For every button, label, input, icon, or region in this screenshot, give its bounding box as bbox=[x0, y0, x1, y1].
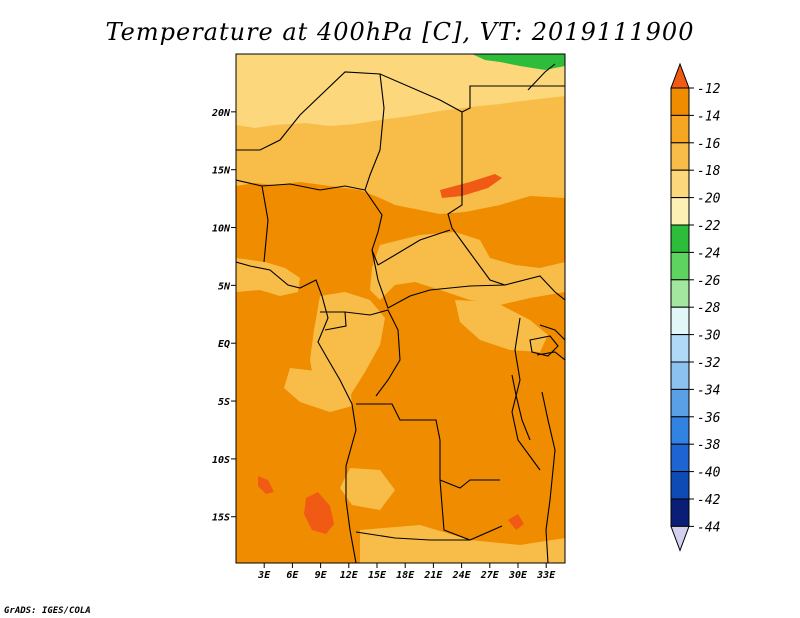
grads-credit: GrADS: IGES/COLA bbox=[4, 606, 91, 616]
lon-tick-label: 24E bbox=[452, 570, 472, 581]
colorbar-swatch bbox=[670, 251, 690, 281]
colorbar-label: -42 bbox=[697, 493, 721, 508]
colorbar-swatch bbox=[670, 471, 690, 500]
lon-tick-label: 9E bbox=[315, 570, 328, 581]
lon-tick-label: 18E bbox=[396, 570, 415, 581]
colorbar-swatch bbox=[670, 334, 690, 363]
colorbar-label: -20 bbox=[697, 192, 721, 207]
colorbar-swatch bbox=[670, 197, 690, 226]
colorbar-swatch bbox=[670, 224, 690, 253]
border-chad-sudan bbox=[379, 73, 565, 301]
colorbar-label: -28 bbox=[697, 301, 721, 316]
border-sahara bbox=[236, 71, 385, 266]
colorbar-label: -18 bbox=[697, 164, 721, 179]
colorbar-swatch bbox=[670, 416, 690, 445]
lon-tick-label: 27E bbox=[480, 570, 500, 581]
longitude-axis: 3E 6E 9E 12E 15E 18E 21E 24E 27E 30E 33E bbox=[257, 563, 556, 581]
border-car bbox=[371, 229, 506, 309]
nile-red-sea bbox=[527, 63, 556, 91]
latitude-axis: 20N 15N 10N 5N EQ 5S 10S 15S bbox=[211, 108, 236, 524]
field-warm-patch-south bbox=[304, 492, 334, 534]
border-cameroon-gabon bbox=[320, 309, 401, 397]
country-borders bbox=[236, 63, 565, 563]
lon-tick-label: 15E bbox=[368, 570, 387, 581]
lat-tick-label: 10S bbox=[212, 455, 230, 466]
border-east-lakes bbox=[536, 324, 565, 563]
border-zambia-south bbox=[355, 531, 470, 541]
colorbar-top-triangle bbox=[670, 62, 690, 89]
colorbar-swatch bbox=[670, 142, 690, 171]
colorbar: -12 -14 -16 -18 -20 -22 -24 -26 -28 -30 -32 -34 -36 -… bbox=[670, 62, 721, 552]
colorbar-swatch bbox=[670, 388, 690, 418]
colorbar-swatch bbox=[670, 443, 690, 473]
border-nigeria bbox=[236, 179, 366, 263]
colorbar-label: -32 bbox=[697, 356, 721, 371]
lat-tick-label: 5S bbox=[218, 397, 230, 408]
colorbar-label: -30 bbox=[697, 329, 721, 344]
lat-tick-label: 20N bbox=[211, 108, 231, 119]
lon-tick-label: 33E bbox=[536, 570, 556, 581]
lon-tick-label: 12E bbox=[340, 570, 359, 581]
colorbar-swatch bbox=[670, 306, 690, 336]
colorbar-label: -16 bbox=[697, 137, 721, 152]
colorbar-label: -22 bbox=[697, 219, 721, 234]
coastline-west bbox=[236, 261, 357, 563]
border-egypt bbox=[461, 85, 565, 113]
border-angola bbox=[356, 403, 503, 541]
lat-tick-label: 15N bbox=[212, 166, 231, 177]
colorbar-label: -34 bbox=[697, 383, 720, 398]
field-southwest-light bbox=[284, 368, 352, 412]
field-central-light-3 bbox=[455, 300, 548, 352]
lat-tick-label: 10N bbox=[212, 224, 231, 235]
lon-tick-label: 30E bbox=[508, 570, 528, 581]
lake-tanganyika bbox=[511, 374, 531, 441]
lat-tick-label: 5N bbox=[218, 281, 231, 292]
colorbar-label: -26 bbox=[697, 274, 721, 289]
lon-tick-label: 21E bbox=[423, 570, 443, 581]
colorbar-swatch bbox=[670, 361, 690, 390]
field-warm-patch-north bbox=[440, 174, 502, 198]
colorbar-swatch bbox=[670, 87, 690, 116]
colorbar-label: -38 bbox=[697, 438, 721, 453]
colorbar-label: -40 bbox=[697, 466, 721, 481]
lon-tick-label: 6E bbox=[286, 570, 299, 581]
field-band-far-north bbox=[236, 54, 565, 128]
colorbar-label: -44 bbox=[697, 520, 720, 535]
map-plot-area bbox=[236, 54, 565, 563]
colorbar-swatch bbox=[670, 169, 690, 199]
lat-tick-label: 15S bbox=[212, 513, 230, 524]
colorbar-label: -14 bbox=[697, 109, 720, 124]
field-south-light bbox=[360, 525, 565, 563]
field-warm-patch-se bbox=[508, 514, 524, 530]
colorbar-swatch bbox=[670, 279, 690, 308]
map-frame bbox=[235, 53, 566, 564]
colorbar-label: -36 bbox=[697, 411, 721, 426]
field-central-light-2 bbox=[310, 292, 385, 400]
lake-victoria bbox=[529, 335, 559, 357]
field-south-light-2 bbox=[340, 468, 395, 510]
colorbar-bottom-triangle bbox=[670, 525, 690, 552]
lon-tick-label: 3E bbox=[257, 570, 271, 581]
colorbar-label: -24 bbox=[697, 246, 720, 261]
lat-tick-label: EQ bbox=[218, 339, 230, 350]
field-central-light bbox=[370, 232, 565, 305]
colorbar-swatch bbox=[670, 114, 690, 144]
map-title: Temperature at 400hPa [C], VT: 201911190… bbox=[106, 18, 695, 46]
field-warm-patch-sw bbox=[258, 476, 274, 494]
field-green-patch bbox=[472, 54, 565, 70]
colorbar-swatch bbox=[670, 498, 690, 527]
field-west-light bbox=[236, 258, 300, 296]
colorbar-label: -12 bbox=[697, 82, 721, 97]
